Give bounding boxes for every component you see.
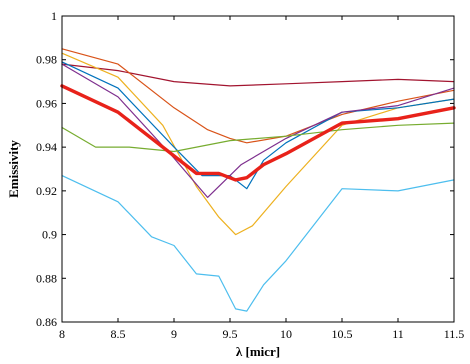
y-tick-label: 0.96 — [36, 96, 57, 110]
plot-area-frame — [61, 15, 455, 323]
series-line-8 — [60, 84, 456, 182]
series-line-3 — [61, 52, 455, 236]
series-line-4 — [61, 61, 455, 190]
x-tick-label: 9.5 — [223, 327, 238, 341]
y-tick-label: 0.98 — [36, 53, 57, 67]
x-tick-label: 10.5 — [332, 327, 353, 341]
y-axis-label: Emissivity — [6, 140, 21, 198]
x-tick-label: 8.5 — [111, 327, 126, 341]
y-tick-label: 0.9 — [42, 228, 57, 242]
x-tick-label: 10 — [280, 327, 292, 341]
y-tick-label: 0.88 — [36, 271, 57, 285]
series-line-6 — [61, 122, 455, 153]
y-tick-label: 0.86 — [36, 315, 57, 329]
x-tick-label: 9 — [171, 327, 177, 341]
x-axis-label: λ [micr] — [236, 344, 280, 359]
x-tick-label: 8 — [59, 327, 65, 341]
series-line-2 — [61, 48, 455, 144]
y-tick-label: 0.94 — [36, 140, 57, 154]
series-line-5 — [61, 63, 455, 198]
series-line-7 — [61, 175, 455, 312]
y-tick-label: 1 — [51, 9, 57, 23]
x-tick-label: 11.5 — [444, 327, 465, 341]
series-line-1 — [61, 63, 455, 87]
y-ticks: 0.86 0.88 0.9 0.92 0.94 0.96 0.98 1 — [36, 9, 454, 329]
x-tick-label: 11 — [392, 327, 404, 341]
y-tick-label: 0.92 — [36, 184, 57, 198]
x-ticks: 8 8.5 9 9.5 10 10.5 11 11.5 — [59, 16, 464, 341]
series-group — [60, 48, 456, 312]
